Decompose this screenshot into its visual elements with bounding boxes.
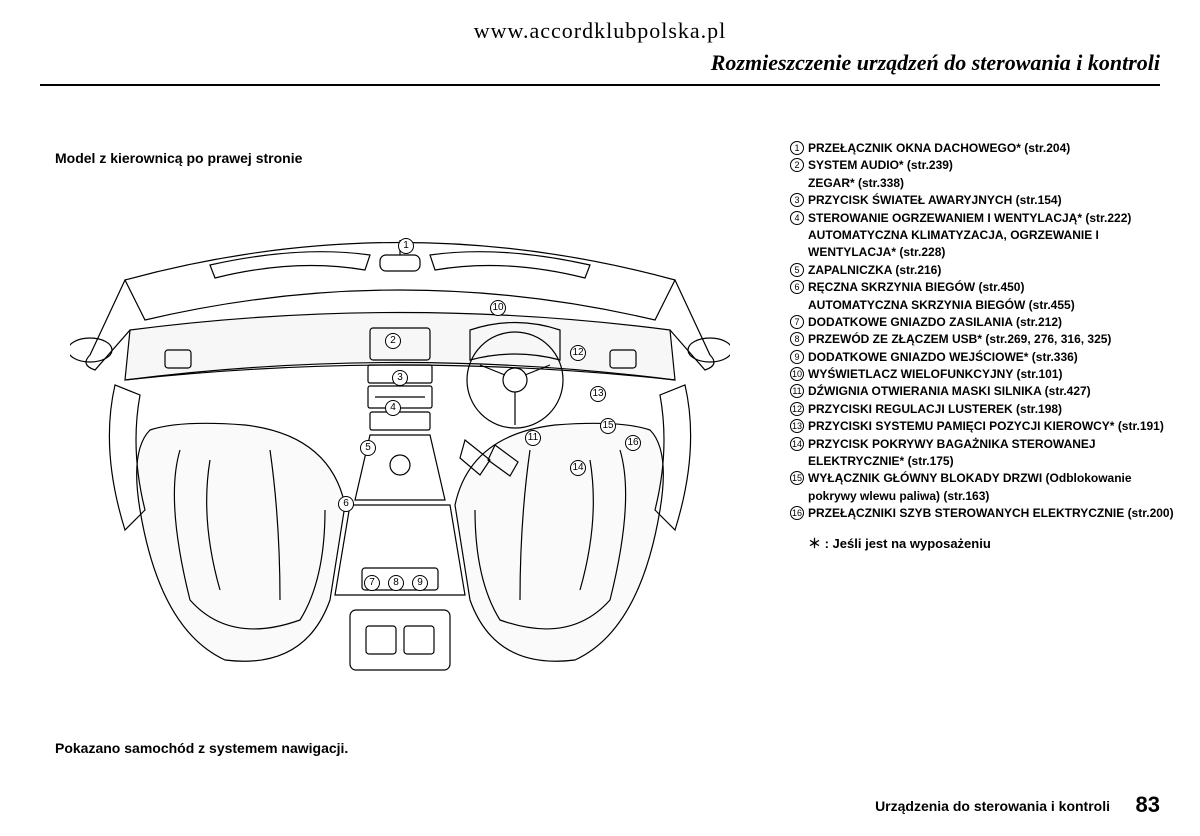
legend-text: PRZEŁĄCZNIKI SZYB STEROWANYCH ELEKTRYCZN…: [808, 505, 1174, 522]
legend-text: WYŁĄCZNIK GŁÓWNY BLOKADY DRZWI (Odblokow…: [808, 470, 1180, 505]
diagram-callout: 5: [360, 440, 376, 456]
legend-text: SYSTEM AUDIO* (str.239): [808, 157, 953, 174]
legend-item: 11 DŹWIGNIA OTWIERANIA MASKI SILNIKA (str…: [790, 383, 1180, 400]
legend-item: 6 RĘCZNA SKRZYNIA BIEGÓW (str.450): [790, 279, 1180, 296]
legend-number-icon: 5: [790, 263, 804, 277]
legend-number-icon: 16: [790, 506, 804, 520]
legend-number-icon: 9: [790, 350, 804, 364]
diagram-callout: 10: [490, 300, 506, 316]
diagram-callout: 12: [570, 345, 586, 361]
legend-number-icon: 10: [790, 367, 804, 381]
diagram-callout: 6: [338, 496, 354, 512]
diagram-callout: 1: [398, 238, 414, 254]
legend-text: PRZYCISK POKRYWY BAGAŻNIKA STEROWANEJ EL…: [808, 436, 1180, 471]
legend-text: WYŚWIETLACZ WIELOFUNKCYJNY (str.101): [808, 366, 1062, 383]
legend-number-icon: 6: [790, 280, 804, 294]
diagram-callout: 4: [385, 400, 401, 416]
diagram-callout: 3: [392, 370, 408, 386]
legend-text: DŹWIGNIA OTWIERANIA MASKI SILNIKA (str.4…: [808, 383, 1091, 400]
legend-number-icon: 2: [790, 158, 804, 172]
legend-text: RĘCZNA SKRZYNIA BIEGÓW (str.450): [808, 279, 1024, 296]
model-subtitle: Model z kierownicą po prawej stronie: [55, 150, 302, 166]
legend-text: PRZYCISKI REGULACJI LUSTEREK (str.198): [808, 401, 1062, 418]
legend-item: 4 STEROWANIE OGRZEWANIEM I WENTYLACJĄ* (s…: [790, 210, 1180, 227]
legend-number-icon: 12: [790, 402, 804, 416]
legend-text: DODATKOWE GNIAZDO ZASILANIA (str.212): [808, 314, 1062, 331]
legend-item: 3 PRZYCISK ŚWIATEŁ AWARYJNYCH (str.154): [790, 192, 1180, 209]
legend-text: PRZEWÓD ZE ZŁĄCZEM USB* (str.269, 276, 3…: [808, 331, 1111, 348]
legend-text: ZAPALNICZKA (str.216): [808, 262, 941, 279]
legend-item: 8 PRZEWÓD ZE ZŁĄCZEM USB* (str.269, 276, …: [790, 331, 1180, 348]
legend-subtext: AUTOMATYCZNA SKRZYNIA BIEGÓW (str.455): [808, 297, 1180, 314]
legend-subtext: AUTOMATYCZNA KLIMATYZACJA, OGRZEWANIE I …: [808, 227, 1180, 262]
legend-text: DODATKOWE GNIAZDO WEJŚCIOWE* (str.336): [808, 349, 1078, 366]
legend-number-icon: 8: [790, 332, 804, 346]
diagram-callout: 16: [625, 435, 641, 451]
diagram-callout: 7: [364, 575, 380, 591]
legend-number-icon: 7: [790, 315, 804, 329]
legend-subtext: ZEGAR* (str.338): [808, 175, 1180, 192]
diagram-callout: 11: [525, 430, 541, 446]
legend-item: 9 DODATKOWE GNIAZDO WEJŚCIOWE* (str.336): [790, 349, 1180, 366]
legend-text: PRZYCISKI SYSTEMU PAMIĘCI POZYCJI KIEROW…: [808, 418, 1164, 435]
legend-list: 1PRZEŁĄCZNIK OKNA DACHOWEGO* (str.204)2S…: [790, 140, 1180, 553]
legend-number-icon: 15: [790, 471, 804, 485]
legend-item: 2 SYSTEM AUDIO* (str.239): [790, 157, 1180, 174]
legend-item: 15 WYŁĄCZNIK GŁÓWNY BLOKADY DRZWI (Odblok…: [790, 470, 1180, 505]
legend-item: 16 PRZEŁĄCZNIKI SZYB STEROWANYCH ELEKTRYC…: [790, 505, 1180, 522]
legend-number-icon: 3: [790, 193, 804, 207]
legend-item: 1 PRZEŁĄCZNIK OKNA DACHOWEGO* (str.204): [790, 140, 1180, 157]
diagram-callout: 14: [570, 460, 586, 476]
legend-item: 13 PRZYCISKI SYSTEMU PAMIĘCI POZYCJI KIER…: [790, 418, 1180, 435]
page-title: Rozmieszczenie urządzeń do sterowania i …: [711, 50, 1160, 76]
website-url: www.accordklubpolska.pl: [0, 18, 1200, 44]
legend-footnote: ＊ : Jeśli jest na wyposażeniu: [808, 535, 1180, 554]
footer-section: Urządzenia do sterowania i kontroli: [875, 798, 1110, 814]
diagram-caption: Pokazano samochód z systemem nawigacji.: [55, 740, 348, 756]
legend-item: 14 PRZYCISK POKRYWY BAGAŻNIKA STEROWANEJ …: [790, 436, 1180, 471]
legend-text: PRZYCISK ŚWIATEŁ AWARYJNYCH (str.154): [808, 192, 1062, 209]
legend-item: 7 DODATKOWE GNIAZDO ZASILANIA (str.212): [790, 314, 1180, 331]
legend-number-icon: 1: [790, 141, 804, 155]
diagram-callout: 8: [388, 575, 404, 591]
diagram-callout: 2: [385, 333, 401, 349]
title-rule: [40, 84, 1160, 86]
legend-text: PRZEŁĄCZNIK OKNA DACHOWEGO* (str.204): [808, 140, 1070, 157]
legend-item: 5 ZAPALNICZKA (str.216): [790, 262, 1180, 279]
legend-number-icon: 14: [790, 437, 804, 451]
diagram-callout: 9: [412, 575, 428, 591]
legend-number-icon: 4: [790, 211, 804, 225]
diagram-callout: 15: [600, 418, 616, 434]
diagram-callout: 13: [590, 386, 606, 402]
interior-diagram: 12345678910111213141516: [70, 200, 730, 690]
legend-item: 10 WYŚWIETLACZ WIELOFUNKCYJNY (str.101): [790, 366, 1180, 383]
page-number: 83: [1136, 792, 1160, 818]
legend-number-icon: 13: [790, 419, 804, 433]
legend-text: STEROWANIE OGRZEWANIEM I WENTYLACJĄ* (st…: [808, 210, 1131, 227]
legend-item: 12 PRZYCISKI REGULACJI LUSTEREK (str.198): [790, 401, 1180, 418]
legend-number-icon: 11: [790, 384, 804, 398]
